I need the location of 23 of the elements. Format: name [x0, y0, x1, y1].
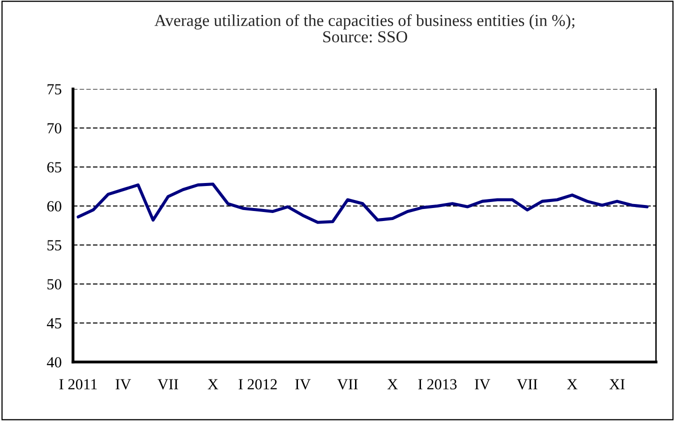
x-tick-label: X [208, 379, 218, 390]
x-tick-label: X [567, 379, 578, 390]
x-tick-label: IV [474, 379, 490, 390]
x-tick-label: VII [158, 379, 178, 390]
x-tick-label: I 2013 [418, 379, 457, 390]
y-tick-label: 45 [46, 318, 62, 328]
x-tick-label: I 2011 [59, 379, 97, 390]
chart-title: Average utilization of the capacities of business entities (in %); Source: SSO [154, 14, 574, 42]
y-tick-label: 60 [47, 201, 62, 212]
x-tick-label: VII [337, 379, 358, 390]
x-tick-label: VII [516, 379, 538, 390]
x-tick-label: X [387, 379, 398, 390]
x-tick-label: I 2012 [238, 379, 277, 390]
x-tick-label: XI [609, 379, 625, 390]
y-tick-label: 40 [46, 357, 62, 368]
y-tick-label: 75 [48, 84, 62, 94]
y-tick-label: 70 [48, 123, 62, 134]
y-tick-label: 50 [48, 279, 62, 290]
line-series [76, 182, 649, 224]
x-tick-label: IV [116, 379, 132, 390]
x-tick-label: IV [295, 379, 311, 390]
y-tick-label: 55 [48, 240, 62, 250]
y-tick-label: 65 [47, 162, 62, 172]
